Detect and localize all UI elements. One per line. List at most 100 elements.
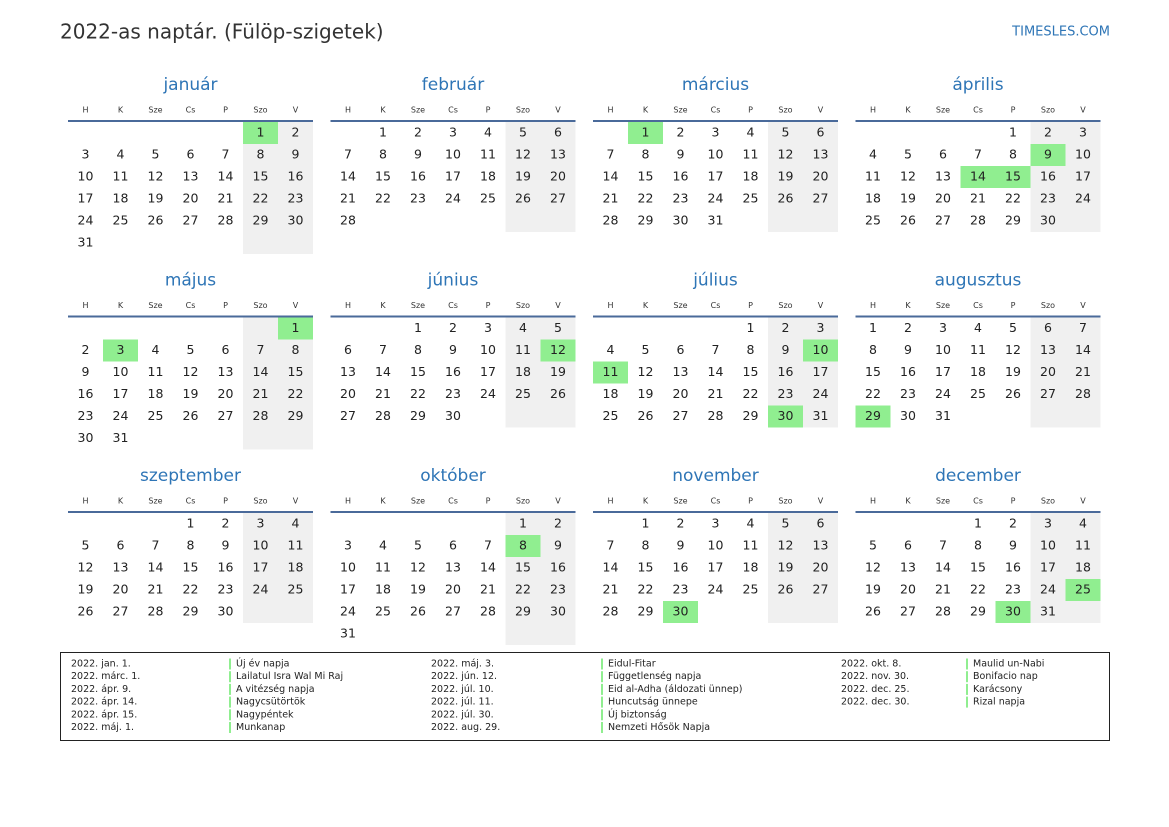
day-number: 13	[550, 147, 566, 162]
day-number: 22	[183, 582, 199, 597]
holiday-cell	[505, 535, 541, 557]
day-number: 15	[183, 560, 199, 575]
day-number: 10	[78, 169, 94, 184]
day-number: 28	[480, 604, 496, 619]
day-number: 17	[1040, 560, 1056, 575]
day-number: 22	[515, 582, 531, 597]
day-number: 26	[778, 191, 794, 206]
day-number: 27	[935, 213, 951, 228]
day-number: 6	[939, 147, 947, 162]
day-number: 14	[970, 169, 986, 184]
weekend-cell	[1030, 513, 1066, 535]
day-number: 31	[340, 626, 356, 641]
day-number: 10	[480, 342, 496, 357]
day-number: 17	[935, 364, 951, 379]
day-number: 8	[187, 538, 195, 553]
day-number: 31	[935, 408, 951, 423]
weekday-header: P	[748, 106, 753, 115]
weekend-cell	[768, 210, 803, 232]
weekday-header: K	[380, 497, 386, 506]
holiday-marker	[601, 722, 603, 733]
holiday-date: 2022. jan. 1.	[71, 659, 131, 670]
holiday-cell	[243, 122, 278, 144]
day-number: 27	[445, 604, 461, 619]
day-number: 19	[778, 560, 794, 575]
weekend-cell	[803, 122, 838, 144]
day-number: 2	[554, 516, 562, 531]
weekend-cell	[278, 232, 313, 254]
day-number: 22	[865, 386, 881, 401]
weekend-cell	[540, 122, 576, 144]
weekday-header: H	[82, 497, 88, 506]
day-number: 11	[148, 364, 164, 379]
weekend-cell	[1065, 339, 1101, 362]
day-number: 23	[778, 386, 794, 401]
legend-box	[60, 652, 1110, 741]
day-number: 4	[747, 125, 755, 140]
day-number: 6	[554, 125, 562, 140]
weekday-header: H	[607, 301, 613, 310]
holiday-marker	[229, 696, 231, 708]
day-number: 25	[603, 408, 619, 423]
weekday-header: Sze	[411, 497, 425, 506]
holiday-name: Huncutság ünnepe	[608, 697, 698, 708]
day-number: 27	[673, 408, 689, 423]
day-number: 6	[449, 538, 457, 553]
weekend-cell	[1065, 601, 1101, 623]
day-number: 4	[292, 516, 300, 531]
day-number: 11	[515, 342, 531, 357]
weekend-cell	[278, 383, 313, 406]
day-number: 2	[292, 125, 300, 140]
day-number: 23	[410, 191, 426, 206]
weekday-header: Cs	[186, 497, 196, 506]
day-number: 29	[865, 408, 881, 423]
day-number: 22	[253, 191, 269, 206]
weekend-cell	[1030, 579, 1066, 601]
day-number: 3	[817, 320, 825, 335]
weekend-cell	[540, 557, 576, 579]
weekend-cell	[278, 513, 313, 535]
month-name: június	[427, 271, 479, 291]
weekend-cell	[278, 166, 313, 188]
day-number: 3	[1044, 516, 1052, 531]
day-number: 23	[1040, 191, 1056, 206]
page-title: 2022-as naptár. (Fülöp-szigetek)	[60, 20, 384, 44]
day-number: 7	[379, 342, 387, 357]
weekend-cell	[278, 601, 313, 623]
day-number: 29	[288, 408, 304, 423]
day-number: 2	[449, 320, 457, 335]
day-number: 31	[813, 408, 829, 423]
weekend-cell	[1030, 166, 1066, 188]
day-number: 13	[673, 364, 689, 379]
holiday-name: Bonifacio nap	[973, 671, 1038, 682]
weekend-cell	[803, 535, 838, 557]
weekday-header: K	[905, 106, 911, 115]
month-name: március	[682, 75, 749, 95]
day-number: 15	[288, 364, 304, 379]
day-number: 11	[480, 147, 496, 162]
day-number: 22	[970, 582, 986, 597]
day-number: 7	[484, 538, 492, 553]
holiday-name: Nagypéntek	[236, 709, 294, 720]
day-number: 23	[288, 191, 304, 206]
month-name: augusztus	[935, 271, 1022, 291]
holiday-cell	[803, 339, 838, 362]
day-number: 15	[638, 169, 654, 184]
weekend-cell	[768, 535, 803, 557]
weekend-cell	[505, 601, 541, 623]
day-number: 18	[515, 364, 531, 379]
day-number: 18	[865, 191, 881, 206]
day-number: 11	[743, 538, 759, 553]
day-number: 16	[218, 560, 234, 575]
weekend-cell	[505, 557, 541, 579]
month-name: szeptember	[140, 466, 241, 486]
day-number: 2	[414, 125, 422, 140]
day-number: 15	[970, 560, 986, 575]
day-number: 23	[445, 386, 461, 401]
weekday-header: Szo	[1041, 106, 1055, 115]
site-link[interactable]: TIMESLES.COM	[1011, 25, 1110, 40]
holiday-cell	[663, 601, 698, 623]
weekday-header: H	[82, 301, 88, 310]
day-number: 7	[222, 147, 230, 162]
holiday-cell	[278, 317, 313, 340]
